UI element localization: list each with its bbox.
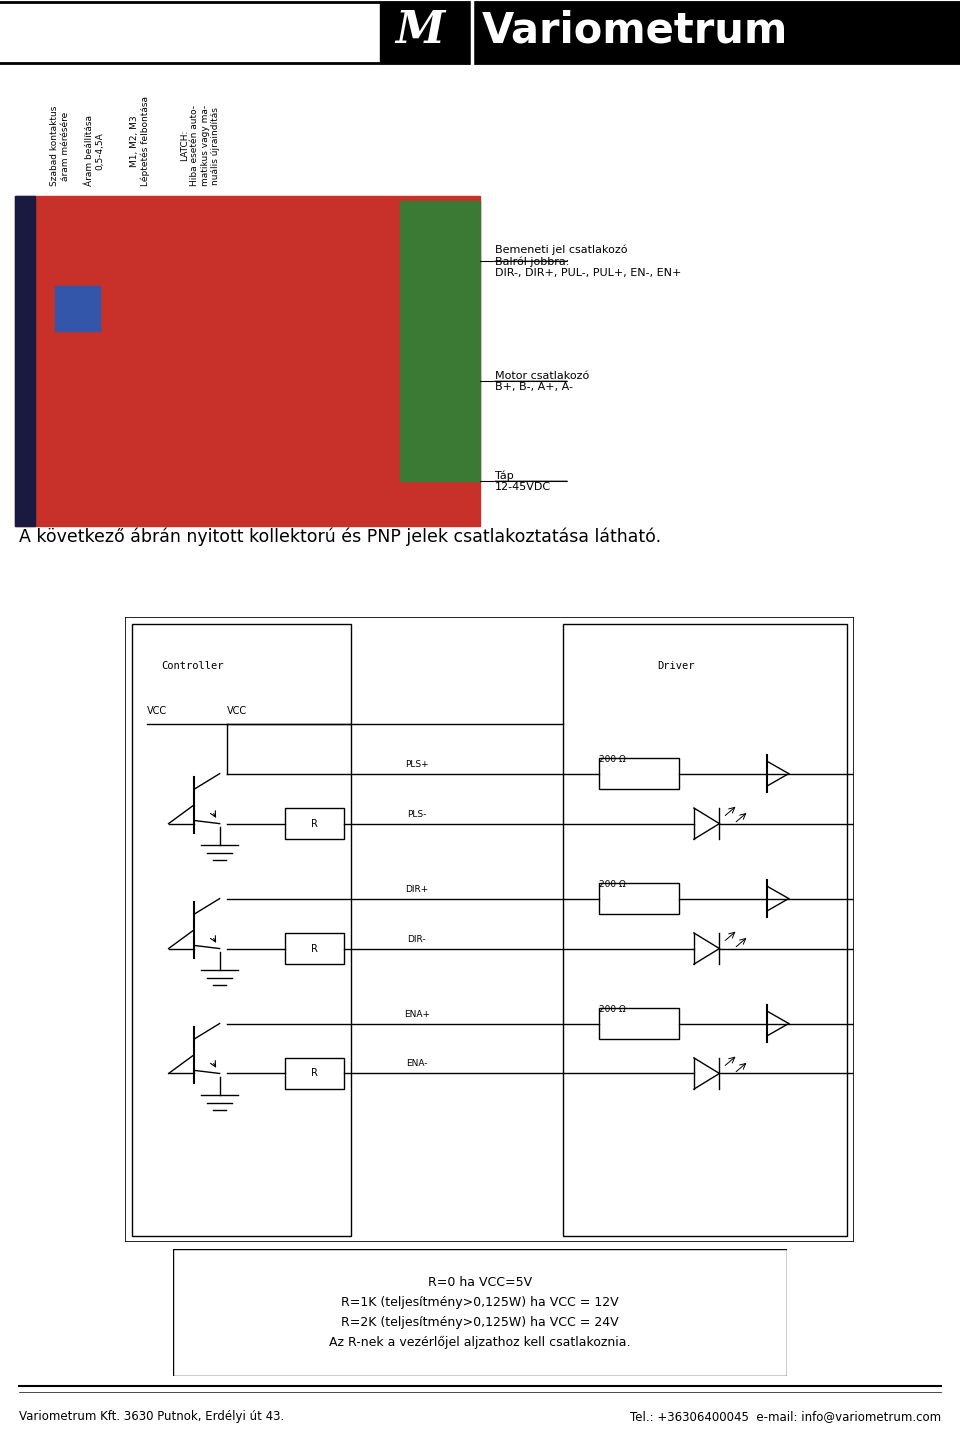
Bar xyxy=(285,1058,344,1088)
Text: A következő ábrán nyitott kollektorú és PNP jelek csatlakoztatása látható.: A következő ábrán nyitott kollektorú és … xyxy=(19,528,661,546)
Bar xyxy=(285,933,344,964)
Text: Μ: Μ xyxy=(395,10,444,53)
Bar xyxy=(400,201,480,481)
Bar xyxy=(15,197,35,527)
Text: ENA-: ENA- xyxy=(406,1060,427,1068)
Text: R=0 ha VCC=5V
R=1K (teljesítmény>0,125W) ha VCC = 12V
R=2K (teljesítmény>0,125W): R=0 ha VCC=5V R=1K (teljesítmény>0,125W)… xyxy=(329,1275,631,1350)
Text: Driver: Driver xyxy=(658,661,695,671)
Text: DIR+: DIR+ xyxy=(405,885,428,893)
Text: Controller: Controller xyxy=(161,661,224,671)
Text: Tel.: +36306400045  e-mail: info@variometrum.com: Tel.: +36306400045 e-mail: info@variomet… xyxy=(630,1410,941,1423)
Text: 200 Ω: 200 Ω xyxy=(599,880,626,889)
Text: PLS-: PLS- xyxy=(407,810,426,819)
Text: LATCH:
Hiba esetén auto-
matikus vagy ma-
nuális újraindítás: LATCH: Hiba esetén auto- matikus vagy ma… xyxy=(180,105,220,187)
Text: VCC: VCC xyxy=(227,707,247,717)
Text: Áram beállítása
0,5-4,5A: Áram beállítása 0,5-4,5A xyxy=(85,115,105,187)
Text: M1, M2, M3
Léptetés felbontása: M1, M2, M3 Léptetés felbontása xyxy=(130,96,150,187)
Text: ENA+: ENA+ xyxy=(403,1010,430,1018)
Text: Táp
12-45VDC: Táp 12-45VDC xyxy=(495,471,551,493)
Text: R: R xyxy=(311,943,318,954)
Bar xyxy=(380,1,960,63)
Bar xyxy=(599,758,680,790)
Bar xyxy=(15,197,480,527)
Bar xyxy=(132,623,351,1236)
Bar xyxy=(55,286,100,332)
Text: DIR-: DIR- xyxy=(407,935,426,943)
Text: VCC: VCC xyxy=(147,707,167,717)
Bar xyxy=(599,1008,680,1040)
Text: Bemeneti jel csatlakozó
Balról jobbra:
DIR-, DIR+, PUL-, PUL+, EN-, EN+: Bemeneti jel csatlakozó Balról jobbra: D… xyxy=(495,244,682,279)
Text: R: R xyxy=(311,819,318,829)
Bar xyxy=(599,883,680,915)
Bar xyxy=(285,808,344,839)
Text: Szabad kontaktus
áram mérésére: Szabad kontaktus áram mérésére xyxy=(50,106,70,187)
Text: R: R xyxy=(311,1068,318,1078)
Text: 200 Ω: 200 Ω xyxy=(599,1005,626,1014)
Bar xyxy=(563,623,847,1236)
Text: 200 Ω: 200 Ω xyxy=(599,755,626,764)
Text: Variometrum: Variometrum xyxy=(482,10,788,52)
Text: PLS+: PLS+ xyxy=(405,760,428,768)
Text: Motor csatlakozó
B+, B-, A+, A-: Motor csatlakozó B+, B-, A+, A- xyxy=(495,370,589,392)
Text: Variometrum Kft. 3630 Putnok, Erdélyi út 43.: Variometrum Kft. 3630 Putnok, Erdélyi út… xyxy=(19,1410,284,1423)
